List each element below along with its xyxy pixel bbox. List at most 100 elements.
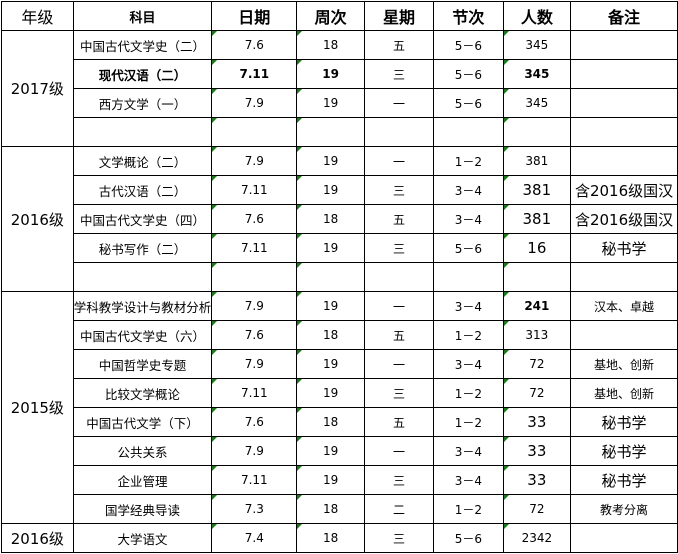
grade-cell[interactable]: 2017级 bbox=[1, 30, 74, 147]
header-period[interactable]: 节次 bbox=[433, 1, 504, 31]
header-weekday[interactable]: 星期 bbox=[363, 1, 435, 31]
grade-cell[interactable]: 2016级 bbox=[1, 523, 74, 553]
note-cell[interactable]: 秘书学 bbox=[570, 436, 678, 466]
date-cell[interactable]: 7.11 bbox=[211, 233, 298, 263]
note-cell[interactable] bbox=[570, 320, 678, 350]
empty-cell[interactable] bbox=[296, 117, 365, 147]
weekday-cell[interactable]: 一 bbox=[363, 291, 435, 321]
week-cell[interactable]: 19 bbox=[296, 175, 365, 205]
period-cell[interactable]: 3－4 bbox=[433, 291, 504, 321]
subject-cell[interactable]: 中国古代文学史（六） bbox=[72, 320, 213, 350]
subject-cell[interactable]: 国学经典导读 bbox=[72, 494, 213, 524]
date-cell[interactable]: 7.9 bbox=[211, 146, 298, 176]
period-cell[interactable]: 1－2 bbox=[433, 407, 504, 437]
count-cell[interactable]: 2342 bbox=[502, 523, 572, 553]
note-cell[interactable]: 基地、创新 bbox=[570, 378, 678, 408]
weekday-cell[interactable]: 五 bbox=[363, 407, 435, 437]
period-cell[interactable]: 5－6 bbox=[433, 88, 504, 118]
count-cell[interactable]: 345 bbox=[502, 30, 572, 60]
weekday-cell[interactable]: 五 bbox=[363, 204, 435, 234]
header-grade[interactable]: 年级 bbox=[1, 1, 74, 31]
subject-cell[interactable]: 大学语文 bbox=[72, 523, 213, 553]
header-note[interactable]: 备注 bbox=[570, 1, 678, 31]
date-cell[interactable]: 7.6 bbox=[211, 320, 298, 350]
subject-cell[interactable]: 中国古代文学史（二） bbox=[72, 30, 213, 60]
week-cell[interactable]: 19 bbox=[296, 465, 365, 495]
period-cell[interactable]: 3－4 bbox=[433, 465, 504, 495]
week-cell[interactable]: 19 bbox=[296, 291, 365, 321]
date-cell[interactable]: 7.3 bbox=[211, 494, 298, 524]
date-cell[interactable]: 7.9 bbox=[211, 436, 298, 466]
empty-cell[interactable] bbox=[363, 262, 435, 292]
empty-cell[interactable] bbox=[502, 117, 572, 147]
subject-cell[interactable]: 企业管理 bbox=[72, 465, 213, 495]
date-cell[interactable]: 7.11 bbox=[211, 175, 298, 205]
count-cell[interactable]: 381 bbox=[502, 175, 572, 205]
header-count[interactable]: 人数 bbox=[502, 1, 572, 31]
week-cell[interactable]: 18 bbox=[296, 494, 365, 524]
count-cell[interactable]: 33 bbox=[502, 465, 572, 495]
grade-cell[interactable]: 2016级 bbox=[1, 146, 74, 292]
note-cell[interactable]: 秘书学 bbox=[570, 233, 678, 263]
note-cell[interactable]: 汉本、卓越 bbox=[570, 291, 678, 321]
note-cell[interactable]: 基地、创新 bbox=[570, 349, 678, 379]
weekday-cell[interactable]: 三 bbox=[363, 523, 435, 553]
period-cell[interactable]: 3－4 bbox=[433, 175, 504, 205]
date-cell[interactable]: 7.9 bbox=[211, 349, 298, 379]
week-cell[interactable]: 19 bbox=[296, 59, 365, 89]
empty-cell[interactable] bbox=[570, 117, 678, 147]
period-cell[interactable]: 3－4 bbox=[433, 349, 504, 379]
count-cell[interactable]: 16 bbox=[502, 233, 572, 263]
count-cell[interactable]: 33 bbox=[502, 436, 572, 466]
subject-cell[interactable]: 中国哲学史专题 bbox=[72, 349, 213, 379]
count-cell[interactable]: 72 bbox=[502, 494, 572, 524]
count-cell[interactable]: 72 bbox=[502, 378, 572, 408]
week-cell[interactable]: 19 bbox=[296, 146, 365, 176]
empty-cell[interactable] bbox=[296, 262, 365, 292]
date-cell[interactable]: 7.11 bbox=[211, 465, 298, 495]
empty-cell[interactable] bbox=[502, 262, 572, 292]
period-cell[interactable]: 3－4 bbox=[433, 436, 504, 466]
count-cell[interactable]: 72 bbox=[502, 349, 572, 379]
week-cell[interactable]: 18 bbox=[296, 204, 365, 234]
weekday-cell[interactable]: 一 bbox=[363, 349, 435, 379]
date-cell[interactable]: 7.9 bbox=[211, 291, 298, 321]
header-week[interactable]: 周次 bbox=[296, 1, 365, 31]
count-cell[interactable]: 345 bbox=[502, 59, 572, 89]
empty-cell[interactable] bbox=[72, 117, 213, 147]
weekday-cell[interactable]: 一 bbox=[363, 88, 435, 118]
weekday-cell[interactable]: 五 bbox=[363, 30, 435, 60]
empty-cell[interactable] bbox=[72, 262, 213, 292]
period-cell[interactable]: 1－2 bbox=[433, 378, 504, 408]
subject-cell[interactable]: 中国古代文学史（四） bbox=[72, 204, 213, 234]
date-cell[interactable]: 7.6 bbox=[211, 30, 298, 60]
week-cell[interactable]: 19 bbox=[296, 436, 365, 466]
note-cell[interactable]: 秘书学 bbox=[570, 465, 678, 495]
date-cell[interactable]: 7.4 bbox=[211, 523, 298, 553]
period-cell[interactable]: 5－6 bbox=[433, 59, 504, 89]
note-cell[interactable] bbox=[570, 30, 678, 60]
date-cell[interactable]: 7.11 bbox=[211, 378, 298, 408]
subject-cell[interactable]: 中国古代文学（下） bbox=[72, 407, 213, 437]
note-cell[interactable] bbox=[570, 523, 678, 553]
subject-cell[interactable]: 秘书写作（二） bbox=[72, 233, 213, 263]
period-cell[interactable]: 3－4 bbox=[433, 204, 504, 234]
note-cell[interactable] bbox=[570, 88, 678, 118]
weekday-cell[interactable]: 二 bbox=[363, 494, 435, 524]
week-cell[interactable]: 18 bbox=[296, 320, 365, 350]
period-cell[interactable]: 1－2 bbox=[433, 494, 504, 524]
note-cell[interactable]: 教考分离 bbox=[570, 494, 678, 524]
count-cell[interactable]: 313 bbox=[502, 320, 572, 350]
weekday-cell[interactable]: 五 bbox=[363, 320, 435, 350]
count-cell[interactable]: 241 bbox=[502, 291, 572, 321]
week-cell[interactable]: 19 bbox=[296, 88, 365, 118]
subject-cell[interactable]: 学科教学设计与教材分析 bbox=[72, 291, 213, 321]
note-cell[interactable] bbox=[570, 146, 678, 176]
week-cell[interactable]: 19 bbox=[296, 349, 365, 379]
empty-cell[interactable] bbox=[570, 262, 678, 292]
subject-cell[interactable]: 公共关系 bbox=[72, 436, 213, 466]
weekday-cell[interactable]: 三 bbox=[363, 175, 435, 205]
weekday-cell[interactable]: 三 bbox=[363, 59, 435, 89]
week-cell[interactable]: 19 bbox=[296, 378, 365, 408]
note-cell[interactable]: 含2016级国汉 bbox=[570, 175, 678, 205]
